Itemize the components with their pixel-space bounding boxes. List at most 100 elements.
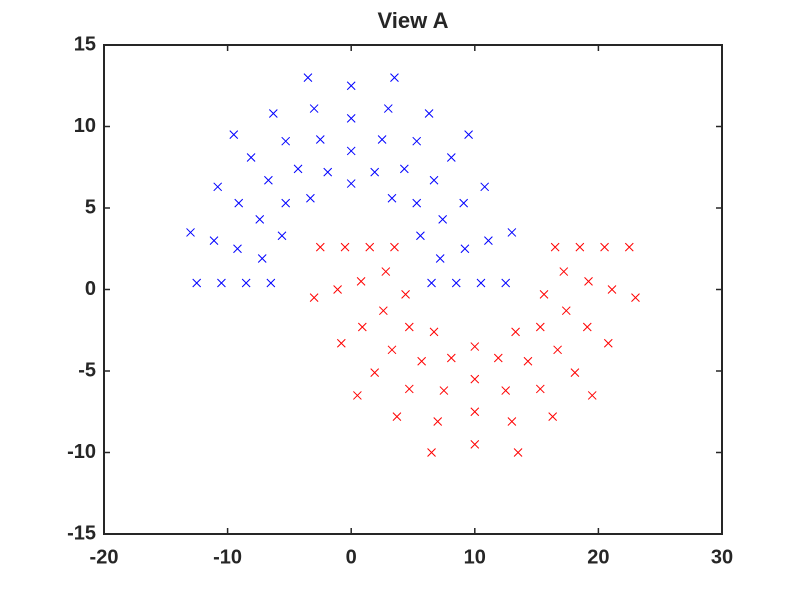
marker bbox=[381, 267, 391, 276]
marker bbox=[559, 267, 569, 276]
marker bbox=[392, 412, 402, 421]
marker bbox=[416, 231, 425, 241]
marker bbox=[281, 198, 291, 208]
marker bbox=[427, 448, 436, 457]
marker bbox=[365, 242, 375, 252]
marker bbox=[511, 327, 520, 337]
marker bbox=[390, 242, 399, 252]
marker bbox=[404, 322, 414, 332]
y-tick-label: -15 bbox=[67, 522, 96, 544]
marker bbox=[346, 81, 356, 91]
marker bbox=[268, 109, 278, 118]
marker bbox=[439, 386, 449, 395]
marker bbox=[293, 164, 303, 174]
marker bbox=[346, 113, 356, 123]
marker bbox=[255, 215, 265, 224]
x-tick-label: -20 bbox=[90, 546, 119, 568]
marker bbox=[401, 290, 410, 299]
marker bbox=[383, 104, 393, 113]
marker bbox=[241, 278, 251, 288]
marker bbox=[427, 278, 436, 288]
marker bbox=[412, 136, 422, 146]
marker bbox=[246, 153, 256, 162]
marker bbox=[424, 109, 434, 118]
marker bbox=[257, 254, 267, 263]
marker bbox=[539, 290, 549, 299]
marker bbox=[507, 228, 517, 237]
marker bbox=[451, 278, 461, 288]
marker bbox=[607, 285, 617, 294]
marker bbox=[213, 182, 223, 192]
x-tick-label: 20 bbox=[587, 546, 609, 568]
marker bbox=[353, 391, 362, 400]
marker bbox=[429, 327, 439, 337]
marker bbox=[548, 412, 558, 421]
x-tick-label: 30 bbox=[711, 546, 733, 568]
marker bbox=[535, 384, 545, 394]
marker bbox=[507, 417, 517, 426]
marker bbox=[476, 278, 486, 288]
marker bbox=[390, 73, 399, 82]
marker bbox=[459, 198, 469, 208]
y-tick-label: -5 bbox=[78, 359, 96, 381]
marker bbox=[584, 276, 593, 286]
marker bbox=[561, 306, 571, 316]
marker bbox=[493, 353, 503, 363]
marker bbox=[480, 182, 490, 192]
marker bbox=[435, 254, 445, 263]
marker bbox=[417, 356, 427, 366]
marker bbox=[470, 407, 480, 417]
marker bbox=[309, 104, 319, 113]
marker bbox=[399, 164, 409, 174]
marker bbox=[553, 345, 562, 355]
marker bbox=[470, 342, 480, 351]
marker bbox=[356, 276, 366, 286]
marker bbox=[631, 293, 640, 303]
marker bbox=[404, 384, 414, 394]
marker bbox=[281, 136, 291, 146]
marker bbox=[446, 353, 456, 363]
marker bbox=[370, 167, 380, 177]
marker bbox=[575, 242, 585, 252]
marker bbox=[357, 322, 367, 332]
marker bbox=[460, 244, 470, 254]
marker bbox=[277, 231, 287, 241]
marker bbox=[433, 417, 443, 426]
marker bbox=[192, 278, 202, 288]
plot-frame bbox=[103, 44, 723, 535]
marker bbox=[603, 338, 613, 348]
marker bbox=[346, 146, 356, 156]
marker bbox=[550, 242, 560, 252]
marker bbox=[587, 391, 597, 400]
marker bbox=[378, 306, 388, 316]
marker bbox=[217, 278, 226, 288]
marker bbox=[438, 215, 448, 224]
marker bbox=[501, 278, 511, 288]
marker bbox=[429, 175, 439, 185]
marker bbox=[229, 130, 239, 140]
marker bbox=[387, 345, 397, 355]
marker bbox=[315, 242, 325, 252]
marker bbox=[377, 135, 387, 144]
marker bbox=[333, 285, 342, 294]
marker bbox=[570, 368, 580, 377]
marker bbox=[523, 356, 533, 366]
marker bbox=[600, 242, 609, 252]
y-tick-label: 15 bbox=[74, 33, 96, 55]
x-tick-label: 10 bbox=[464, 546, 486, 568]
x-tick-label: -10 bbox=[213, 546, 242, 568]
marker bbox=[266, 278, 276, 288]
marker bbox=[624, 242, 634, 252]
marker bbox=[336, 338, 346, 348]
marker bbox=[264, 175, 273, 185]
marker bbox=[501, 386, 511, 395]
chart-title: View A bbox=[378, 8, 449, 33]
marker bbox=[484, 236, 493, 245]
marker bbox=[470, 374, 480, 384]
marker bbox=[370, 368, 380, 377]
y-tick-label: 10 bbox=[74, 115, 96, 137]
marker bbox=[412, 198, 422, 208]
